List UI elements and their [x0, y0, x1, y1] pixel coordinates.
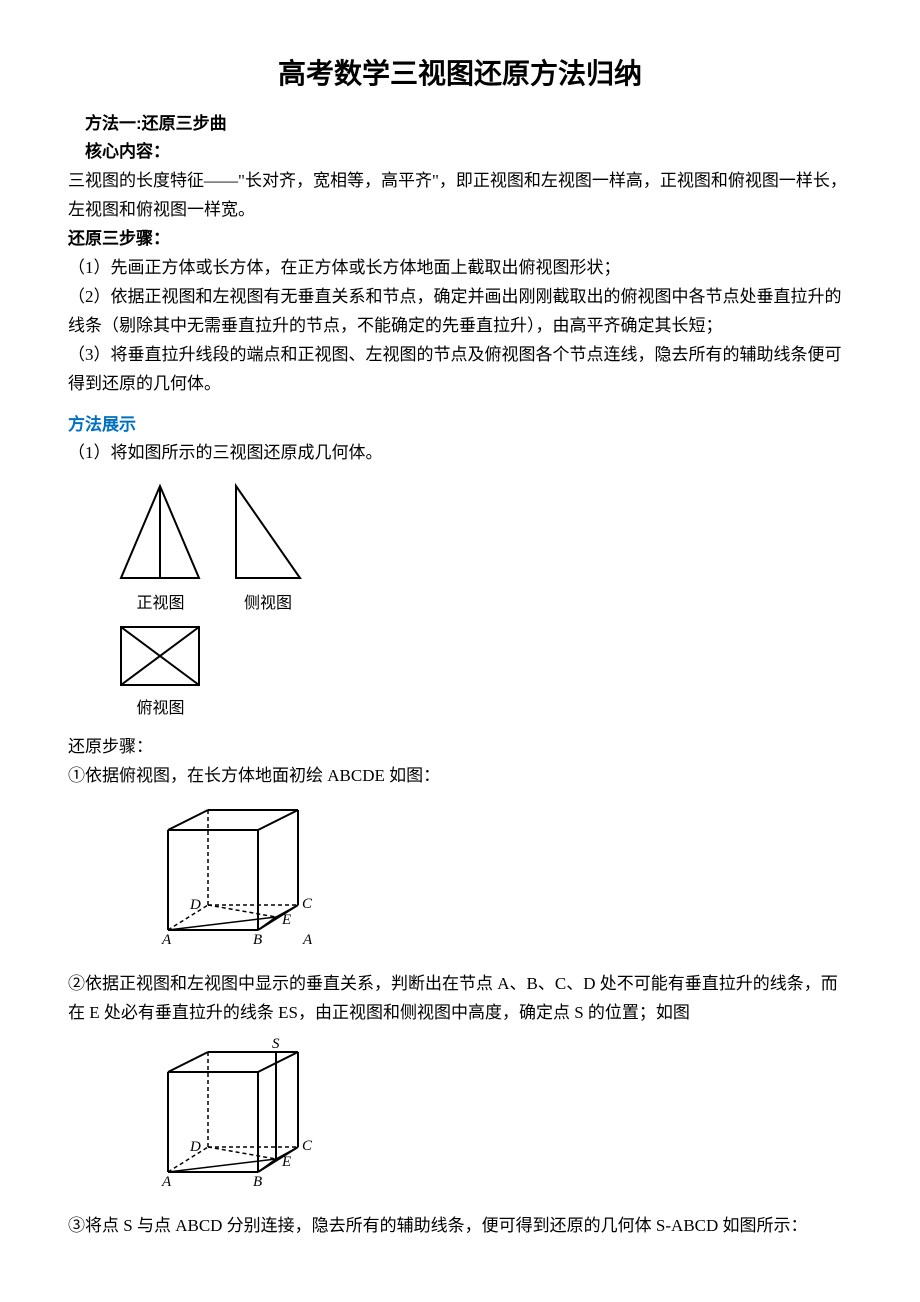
step1-text: （1）先画正方体或长方体，在正方体或长方体地面上截取出俯视图形状； — [68, 254, 852, 283]
label2-B: B — [253, 1174, 262, 1190]
demo-intro: （1）将如图所示的三视图还原成几何体。 — [68, 439, 852, 468]
restore-step2: ②依据正视图和左视图中显示的垂直关系，判断出在节点 A、B、C、D 处不可能有垂… — [68, 970, 852, 1028]
label-E: E — [281, 912, 291, 928]
cuboid1-icon: A B A E C D — [148, 800, 318, 950]
label-A2: A — [302, 932, 313, 948]
front-view-label: 正视图 — [136, 590, 184, 617]
label-A: A — [161, 932, 172, 948]
restore-step1: ①依据俯视图，在长方体地面初绘 ABCDE 如图： — [68, 762, 852, 791]
step3-text: （3）将垂直拉升线段的端点和正视图、左视图的节点及俯视图各个节点连线，隐去所有的… — [68, 341, 852, 399]
three-views-figure: 正视图 侧视图 俯视图 — [113, 478, 852, 722]
step2-text: （2）依据正视图和左视图有无垂直关系和节点，确定并画出刚刚截取出的俯视图中各节点… — [68, 283, 852, 341]
label-B: B — [253, 932, 262, 948]
label2-E: E — [281, 1154, 291, 1170]
steps-header: 还原三步骤： — [68, 225, 852, 254]
core-body: 三视图的长度特征——"长对齐，宽相等，高平齐"，即正视图和左视图一样高，正视图和… — [68, 167, 852, 225]
method1-header: 方法一:还原三步曲 — [68, 110, 852, 139]
label2-S: S — [272, 1037, 280, 1052]
cuboid-diagram-1: A B A E C D — [148, 800, 852, 959]
method-demo-header: 方法展示 — [68, 411, 852, 440]
label-C: C — [302, 896, 313, 912]
top-view: 俯视图 — [113, 621, 208, 722]
side-view: 侧视图 — [228, 478, 308, 617]
top-view-label: 俯视图 — [136, 695, 184, 722]
label2-A: A — [161, 1174, 172, 1190]
page-title: 高考数学三视图还原方法归纳 — [68, 50, 852, 98]
core-header: 核心内容： — [68, 138, 852, 167]
side-view-label: 侧视图 — [244, 590, 292, 617]
restore-header: 还原步骤： — [68, 733, 852, 762]
side-view-triangle-icon — [228, 478, 308, 588]
cuboid2-icon: A B E C D S — [148, 1037, 318, 1192]
label-D: D — [189, 897, 201, 913]
cuboid-diagram-2: A B E C D S — [148, 1037, 852, 1201]
front-view-triangle-icon — [113, 478, 208, 588]
restore-step3: ③将点 S 与点 ABCD 分别连接，隐去所有的辅助线条，便可得到还原的几何体 … — [68, 1212, 852, 1241]
front-view: 正视图 — [113, 478, 208, 617]
top-view-rect-icon — [113, 621, 208, 693]
label2-D: D — [189, 1139, 201, 1155]
label2-C: C — [302, 1138, 313, 1154]
